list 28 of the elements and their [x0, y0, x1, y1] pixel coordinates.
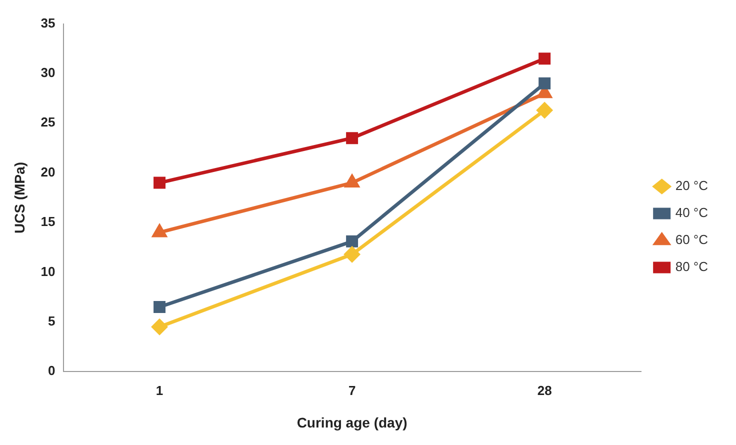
point: [538, 77, 551, 90]
y-tick-label: 30: [40, 65, 56, 80]
x-tick-label: 7: [348, 382, 356, 398]
legend-label: 60 °C: [675, 232, 708, 248]
y-tick-label: 10: [40, 264, 56, 279]
y-tick-label: 20: [40, 164, 56, 180]
legend-label: 40 °C: [675, 205, 708, 220]
point: [538, 52, 551, 65]
x-tick-label: 28: [537, 382, 552, 398]
point: [152, 319, 168, 335]
point: [154, 301, 166, 313]
point: [536, 102, 552, 118]
y-tick-label: 5: [48, 313, 56, 328]
point: [344, 246, 360, 262]
point: [345, 175, 359, 188]
legend-label: 80 °C: [675, 259, 708, 274]
point: [346, 132, 358, 144]
y-tick-label: 15: [40, 214, 56, 230]
legend-label: 20 °C: [675, 178, 708, 194]
y-axis-title: UCS (MPa): [11, 162, 28, 234]
y-tick-label: 25: [40, 114, 56, 130]
y-tick-label: 35: [40, 15, 56, 30]
x-axis-title: Curing age (day): [296, 414, 408, 430]
point: [152, 224, 166, 238]
x-tick-label: 1: [156, 382, 164, 398]
y-tick-label: 0: [48, 363, 56, 378]
point: [154, 176, 166, 189]
point: [346, 235, 358, 248]
